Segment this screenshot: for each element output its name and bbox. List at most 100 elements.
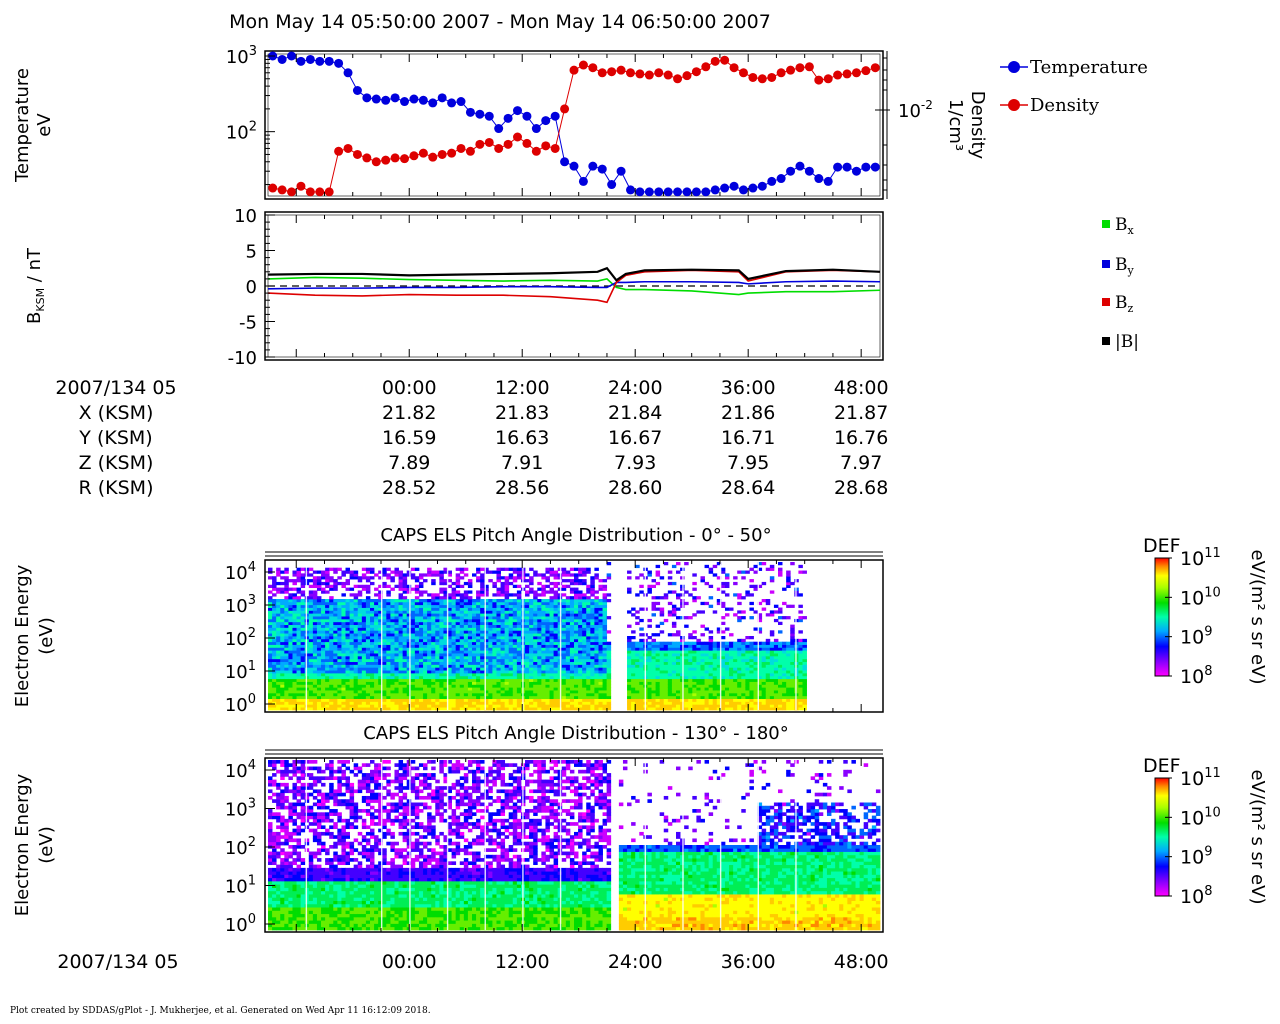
b-series-line	[267, 266, 881, 282]
spectrogram-cell	[451, 636, 457, 640]
spectrogram-cell	[671, 667, 677, 671]
spectrogram-cell	[443, 644, 448, 648]
spectrogram-cell	[463, 647, 469, 651]
spectrogram-cell	[565, 599, 571, 603]
spectrogram-cell	[594, 567, 599, 571]
spectrogram-cell	[574, 610, 579, 614]
spectrogram-cell	[276, 581, 281, 586]
spectrogram-cell	[418, 573, 424, 577]
spectrogram-cell	[590, 638, 595, 643]
spectrogram-cell	[476, 658, 481, 663]
spectrogram-cell	[586, 599, 591, 603]
spectrogram-cell	[516, 638, 522, 643]
spectrogram-cell	[492, 638, 497, 643]
spectrogram-cell	[353, 681, 359, 685]
spectrogram-cell	[341, 707, 346, 711]
spectrogram-cell	[406, 673, 412, 677]
temperature-point	[305, 54, 315, 64]
spectrogram-cell	[398, 599, 404, 603]
spectrogram-cell	[594, 701, 599, 705]
spectrogram-cell	[353, 653, 359, 657]
spectrogram-cell	[761, 678, 767, 682]
spectrogram-cell	[406, 573, 412, 577]
spectrogram-cell	[357, 673, 363, 677]
spectrogram-cell	[284, 678, 289, 682]
spectrogram-cell	[586, 607, 591, 611]
spectrogram-cell	[329, 576, 334, 580]
spectrogram-cell	[455, 624, 461, 628]
spectrogram-cell	[533, 678, 538, 682]
spectrogram-cell	[455, 607, 461, 611]
spectrogram-cell	[700, 670, 705, 674]
spectrogram-cell	[427, 661, 432, 665]
spectrogram-cell	[459, 692, 465, 697]
temperature-point	[400, 97, 410, 107]
spectrogram-cell	[268, 650, 273, 654]
spectrogram-cell	[370, 667, 375, 671]
spectrogram-cell	[724, 695, 730, 700]
spectrogram-cell	[414, 644, 420, 648]
spectrogram-cell	[472, 670, 477, 674]
spectrogram-cell	[423, 667, 428, 671]
spectrogram-cell	[349, 616, 355, 620]
spectrogram-cell	[418, 621, 424, 626]
spectrogram-cell	[382, 570, 387, 574]
spectrogram-cell	[484, 618, 489, 623]
spectrogram-cell	[647, 636, 652, 640]
spectrogram-cell	[692, 692, 697, 697]
spectrogram-cell	[574, 607, 579, 611]
spectrogram-cell	[329, 673, 334, 677]
spectrogram-cell	[292, 653, 297, 657]
spectrogram-cell	[439, 621, 444, 626]
spectrogram-cell	[565, 607, 571, 611]
spectrogram-cell	[745, 641, 750, 645]
spectrogram-cell	[476, 567, 481, 571]
spectrogram-cell	[333, 613, 338, 617]
spectrogram-cell	[708, 707, 714, 711]
spectrogram-cell	[549, 616, 554, 620]
spectrogram-cell	[488, 638, 493, 643]
spectrogram-cell	[724, 644, 730, 648]
spectrogram-cell	[606, 664, 612, 668]
spectrogram-cell	[631, 707, 636, 711]
spectrogram-cell	[504, 621, 510, 626]
spectrogram-cell	[398, 621, 404, 626]
spectrogram-cell	[353, 610, 359, 614]
spectrogram-cell	[492, 599, 497, 603]
spectrogram-cell	[594, 627, 599, 631]
spectrogram-cell	[296, 573, 302, 577]
spectrogram-cell	[516, 678, 522, 682]
temperature-line	[272, 55, 876, 193]
density-point	[418, 148, 428, 158]
spectrogram-cell	[406, 698, 412, 702]
spectrogram-cell	[276, 670, 281, 674]
spectrogram-cell	[676, 695, 681, 700]
spectrogram-cell	[402, 675, 408, 680]
density-point	[738, 68, 748, 78]
spectrogram-cell	[467, 658, 473, 663]
spectrogram-cell	[488, 613, 493, 617]
spectrogram-cell	[459, 644, 465, 648]
spectrogram-cell	[312, 707, 318, 711]
spectrogram-cell	[733, 667, 738, 671]
spectrogram-cell	[635, 621, 640, 626]
spectrogram-cell	[333, 658, 338, 663]
spectrogram-cell	[496, 587, 501, 591]
spectrogram-cell	[651, 698, 656, 702]
spectrogram-cell	[635, 641, 640, 645]
spectrogram-cell	[741, 675, 746, 680]
spectrogram-cell	[455, 576, 461, 580]
spectrogram-cell	[451, 704, 457, 708]
spectrogram-cell	[729, 707, 734, 711]
spectrogram-cell	[627, 653, 632, 657]
spectrogram-cell	[549, 621, 554, 626]
spectrogram-cell	[398, 667, 404, 671]
spectrogram-cell	[435, 655, 440, 660]
spectrogram-cell	[325, 673, 330, 677]
spectrogram-cell	[565, 698, 571, 702]
spectrogram-cell	[537, 647, 542, 651]
spectrogram-cell	[378, 664, 383, 668]
spectrogram-cell	[272, 692, 277, 697]
spectrogram-cell	[357, 681, 363, 685]
spectrogram-cell	[598, 658, 603, 663]
